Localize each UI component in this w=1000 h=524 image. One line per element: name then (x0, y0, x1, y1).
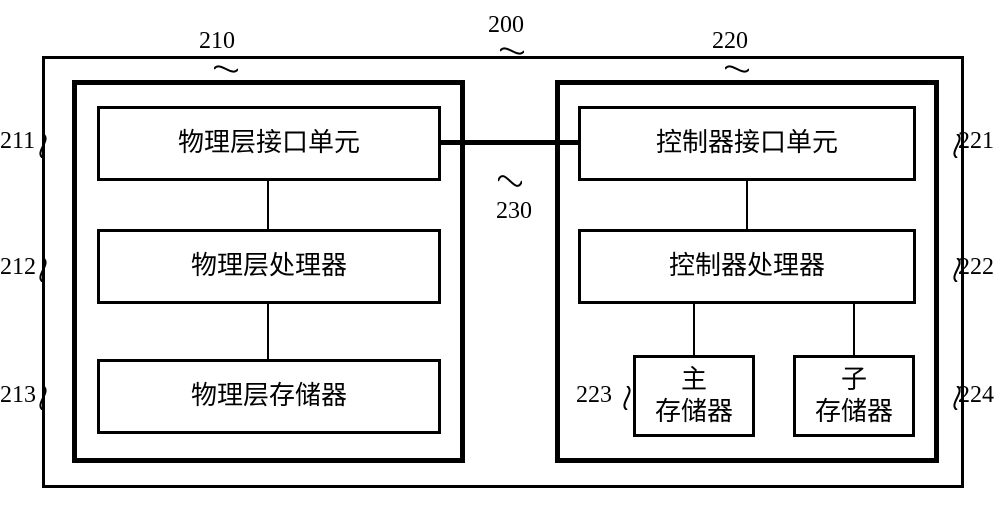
block-label: 主 存储器 (655, 364, 733, 429)
block-ctrl-processor: 控制器处理器 (578, 229, 916, 304)
leader-squiggle (500, 42, 524, 60)
connector-line (267, 181, 269, 229)
block-main-memory: 主 存储器 (633, 355, 755, 437)
connector-line (853, 304, 855, 355)
connector-line (441, 140, 578, 145)
block-label: 子 存储器 (815, 364, 893, 429)
reference-label: 211 (0, 128, 35, 155)
diagram-canvas: 物理层接口单元 物理层处理器 物理层存储器 控制器接口单元 控制器处理器 主 存… (0, 0, 1000, 524)
reference-label: 220 (712, 28, 748, 55)
block-ctrl-interface: 控制器接口单元 (578, 106, 916, 181)
connector-line (267, 304, 269, 359)
leader-squiggle (34, 386, 52, 410)
leader-squiggle (618, 386, 636, 410)
reference-label: 230 (496, 198, 532, 225)
leader-squiggle (948, 134, 966, 158)
reference-label: 223 (576, 382, 612, 409)
block-label: 控制器处理器 (669, 250, 825, 283)
block-label: 控制器接口单元 (656, 127, 838, 160)
leader-squiggle (948, 258, 966, 282)
leader-squiggle (498, 164, 522, 198)
leader-squiggle (725, 60, 749, 78)
block-phy-memory: 物理层存储器 (97, 359, 441, 434)
leader-squiggle (34, 134, 52, 158)
connector-line (746, 181, 748, 229)
leader-squiggle (948, 386, 966, 410)
block-phy-processor: 物理层处理器 (97, 229, 441, 304)
block-phy-interface: 物理层接口单元 (97, 106, 441, 181)
connector-line (693, 304, 695, 355)
block-sub-memory: 子 存储器 (793, 355, 915, 437)
block-label: 物理层接口单元 (178, 127, 360, 160)
reference-label: 200 (488, 12, 524, 39)
block-label: 物理层存储器 (191, 380, 347, 413)
block-label: 物理层处理器 (191, 250, 347, 283)
reference-label: 212 (0, 254, 36, 281)
reference-label: 213 (0, 382, 36, 409)
leader-squiggle (34, 258, 52, 282)
leader-squiggle (214, 60, 238, 78)
reference-label: 210 (199, 28, 235, 55)
